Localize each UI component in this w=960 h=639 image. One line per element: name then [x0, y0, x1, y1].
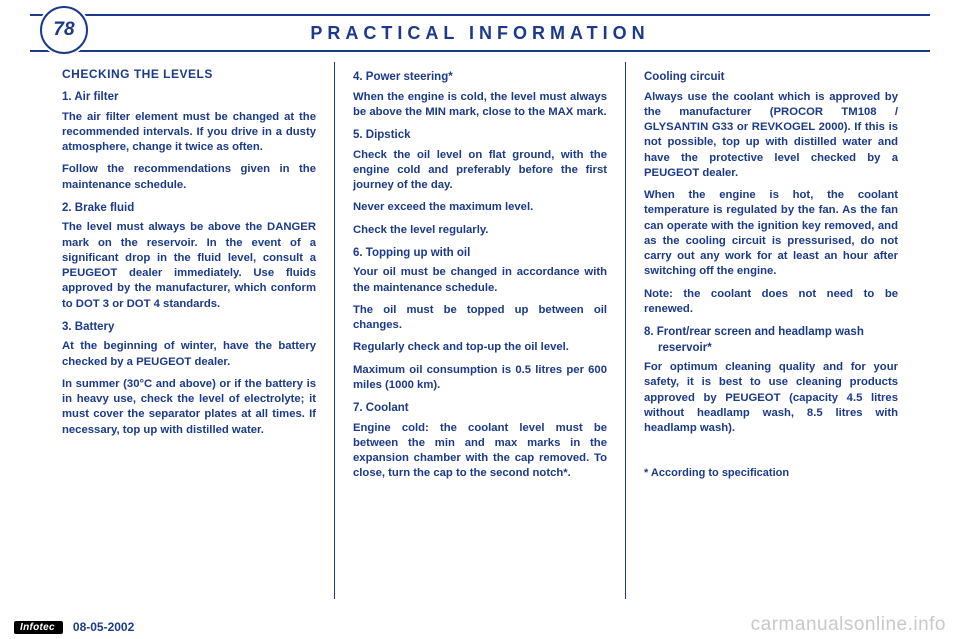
para: Note: the coolant does not need to be re… — [644, 287, 898, 318]
column-1: CHECKING THE LEVELS 1. Air filter The ai… — [44, 62, 334, 599]
para: Engine cold: the coolant level must be b… — [353, 421, 607, 482]
heading-topping-up: 6. Topping up with oil — [353, 246, 607, 262]
para: Check the level regularly. — [353, 223, 607, 238]
para: When the engine is hot, the coolant temp… — [644, 188, 898, 280]
page-number-badge: 78 — [40, 6, 88, 54]
para: Regularly check and top-up the oil level… — [353, 340, 607, 355]
para: When the engine is cold, the level must … — [353, 90, 607, 121]
para: Your oil must be changed in accordance w… — [353, 265, 607, 296]
heading-power-steering: 4. Power steering* — [353, 70, 607, 86]
heading-brake-fluid: 2. Brake fluid — [62, 201, 316, 217]
footer-date: 08-05-2002 — [73, 620, 134, 634]
para: Never exceed the maximum level. — [353, 200, 607, 215]
heading-dipstick: 5. Dipstick — [353, 128, 607, 144]
page-header: PRACTICAL INFORMATION — [30, 14, 930, 52]
para: At the beginning of winter, have the bat… — [62, 339, 316, 370]
heading-wash-reservoir: 8. Front/rear screen and headlamp wash r… — [644, 325, 898, 356]
column-2: 4. Power steering* When the engine is co… — [334, 62, 625, 599]
heading-cooling-circuit: Cooling circuit — [644, 70, 898, 86]
para: Maximum oil consumption is 0.5 litres pe… — [353, 363, 607, 394]
page-title: PRACTICAL INFORMATION — [310, 23, 649, 44]
column-3: Cooling circuit Always use the coolant w… — [625, 62, 916, 599]
content-columns: CHECKING THE LEVELS 1. Air filter The ai… — [44, 62, 916, 599]
heading-coolant: 7. Coolant — [353, 401, 607, 417]
para: Always use the coolant which is approved… — [644, 90, 898, 182]
heading-air-filter: 1. Air filter — [62, 90, 316, 106]
footnote: * According to specification — [644, 466, 898, 481]
para: In summer (30°C and above) or if the bat… — [62, 377, 316, 438]
infotec-logo: Infotec — [14, 621, 63, 634]
heading-battery: 3. Battery — [62, 320, 316, 336]
watermark: carmanualsonline.info — [751, 614, 946, 636]
para: The level must always be above the DANGE… — [62, 220, 316, 312]
section-title-levels: CHECKING THE LEVELS — [62, 66, 316, 82]
para: Check the oil level on flat ground, with… — [353, 148, 607, 194]
page-footer: Infotec 08-05-2002 carmanualsonline.info — [0, 615, 960, 639]
para: For optimum cleaning quality and for you… — [644, 360, 898, 436]
para: The air filter element must be changed a… — [62, 110, 316, 156]
para: The oil must be topped up between oil ch… — [353, 303, 607, 334]
para: Follow the recommendations given in the … — [62, 162, 316, 193]
